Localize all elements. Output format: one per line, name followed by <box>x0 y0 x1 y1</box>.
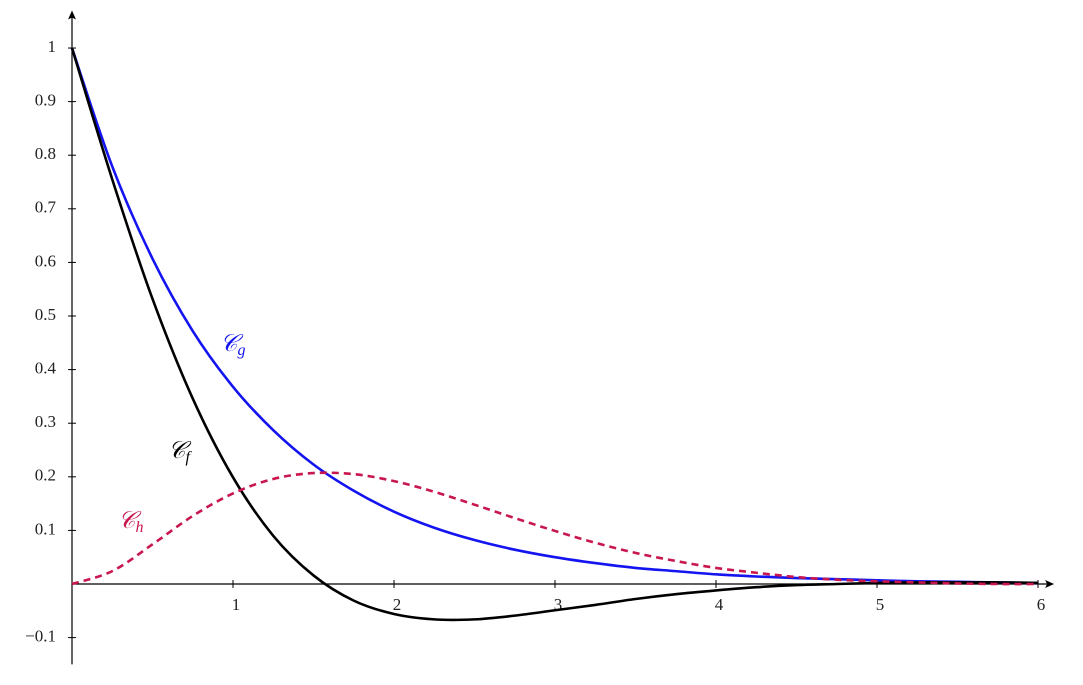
x-tick-label: 4 <box>715 595 724 614</box>
series-line <box>71 471 1039 586</box>
y-tick-label: 0.5 <box>35 305 56 324</box>
curve-label-subscript: f <box>186 449 193 466</box>
y-tick-label: 1 <box>48 37 57 56</box>
x-axis-arrow <box>1045 580 1055 589</box>
series-line <box>70 47 1039 585</box>
y-tick-label: 0.4 <box>35 359 57 378</box>
x-tick-label: 3 <box>554 595 563 614</box>
x-tick-label: 5 <box>876 595 885 614</box>
curve-label-subscript: h <box>136 519 144 536</box>
x-tick-label: 2 <box>393 595 402 614</box>
y-tick-label: 0.6 <box>35 251 56 270</box>
y-tick-label: −0.1 <box>25 627 56 646</box>
curve-label: 𝒞h <box>118 508 144 536</box>
curve-label: 𝒞g <box>220 331 246 359</box>
curve-label-subscript: g <box>238 342 246 359</box>
y-tick-label: 0.8 <box>35 144 56 163</box>
y-tick-label: 0.7 <box>35 198 57 217</box>
y-tick-label: 0.9 <box>35 91 56 110</box>
series-line <box>70 47 1039 622</box>
y-axis-arrow <box>68 10 76 20</box>
y-tick-label: 0.3 <box>35 412 56 431</box>
y-tick-label: 0.2 <box>35 466 56 485</box>
curve-label: 𝒞f <box>168 438 193 466</box>
y-tick-label: 0.1 <box>35 519 56 538</box>
x-tick-label: 1 <box>232 595 241 614</box>
x-tick-label: 6 <box>1037 595 1046 614</box>
